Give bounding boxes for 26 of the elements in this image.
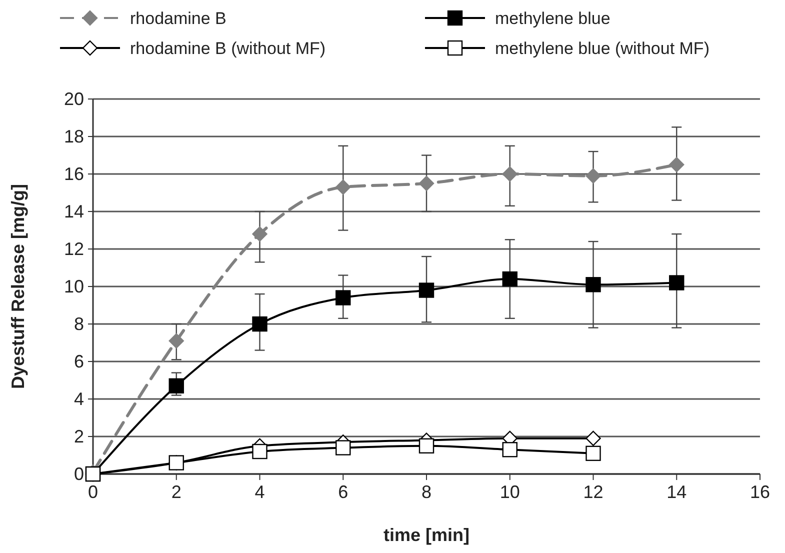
y-axis-title: Dyestuff Release [mg/g] xyxy=(8,184,28,390)
x-tick-label: 14 xyxy=(666,482,687,502)
y-tick-label: 8 xyxy=(74,314,84,334)
y-tick-label: 10 xyxy=(64,276,84,296)
x-axis-title: time [min] xyxy=(383,525,470,545)
y-tick-label: 14 xyxy=(64,202,84,222)
y-tick-label: 2 xyxy=(74,426,84,446)
x-tick-label: 0 xyxy=(88,482,98,502)
legend-label: methylene blue xyxy=(495,9,610,28)
legend-label: methylene blue (without MF) xyxy=(495,39,710,58)
x-tick-label: 8 xyxy=(421,482,432,502)
x-tick-label: 16 xyxy=(750,482,770,502)
y-tick-label: 0 xyxy=(74,464,84,484)
y-tick-label: 4 xyxy=(74,389,84,409)
x-tick-label: 4 xyxy=(254,482,265,502)
legend-label: rhodamine B (without MF) xyxy=(130,39,326,58)
x-tick-label: 12 xyxy=(583,482,604,502)
y-tick-label: 12 xyxy=(64,239,84,259)
x-tick-label: 10 xyxy=(500,482,520,502)
y-tick-label: 20 xyxy=(64,89,84,109)
legend-label: rhodamine B xyxy=(130,9,226,28)
y-tick-label: 16 xyxy=(64,164,84,184)
x-tick-label: 2 xyxy=(171,482,182,502)
y-tick-label: 6 xyxy=(74,352,84,372)
y-tick-label: 18 xyxy=(64,126,84,146)
x-tick-label: 6 xyxy=(338,482,348,502)
